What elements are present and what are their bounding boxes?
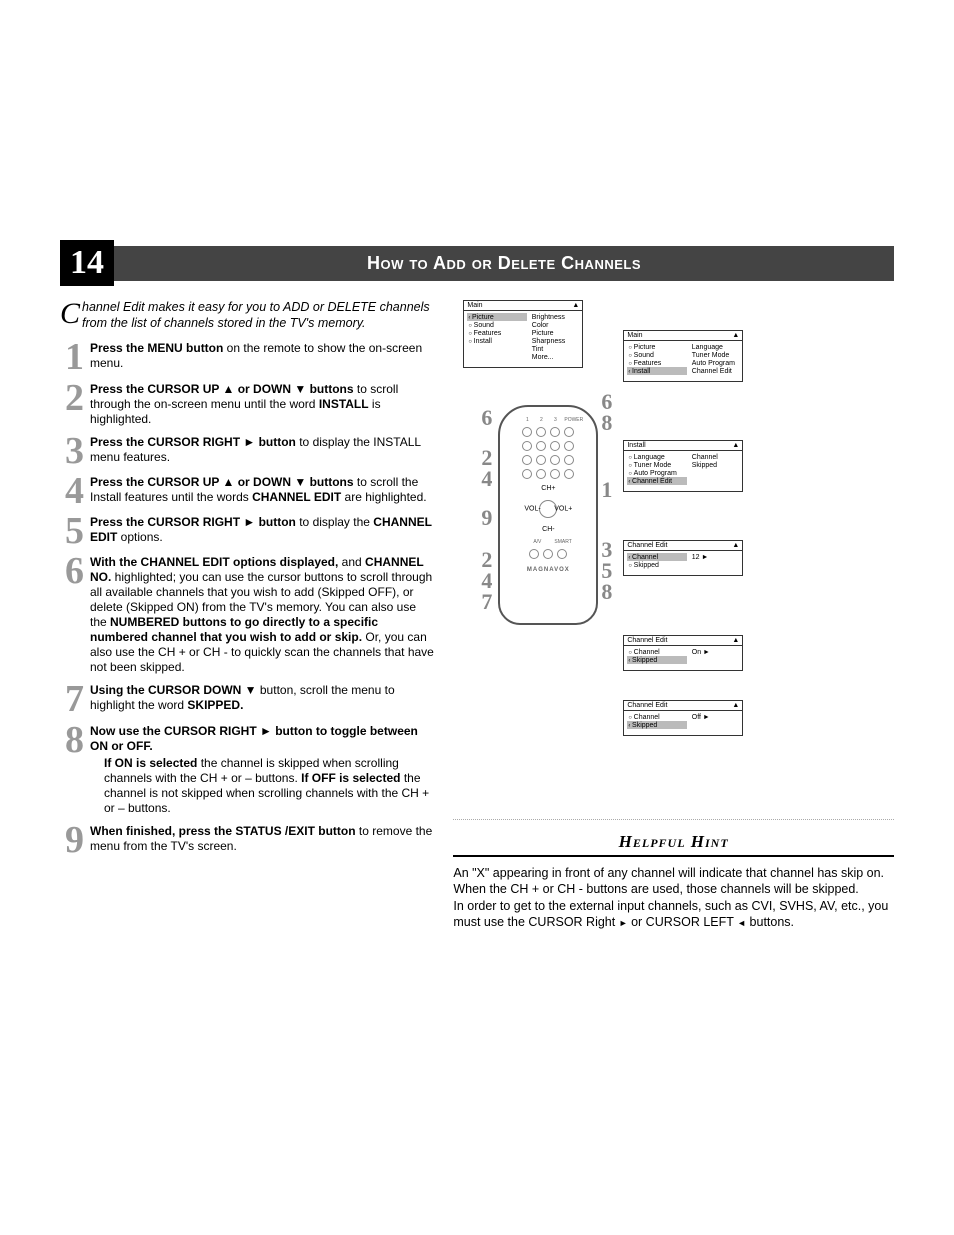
step-body: Press the CURSOR RIGHT ► button to displ… [90, 435, 435, 467]
header-row: 14 How to Add or Delete Channels [60, 240, 894, 286]
callout: 1 [601, 480, 612, 501]
header-title: How to Add or Delete Channels [114, 246, 894, 281]
step-9: 9 When finished, press the STATUS /EXIT … [60, 824, 435, 856]
step-number: 6 [60, 555, 84, 675]
remote-label: SMART [554, 539, 564, 545]
step-number: 8 [60, 724, 84, 816]
step-body: Press the MENU button on the remote to s… [90, 341, 435, 373]
osd-main-install: Main▲PictureSoundFeaturesInstallLanguage… [623, 330, 743, 340]
step-number: 3 [60, 435, 84, 467]
step-body: When finished, press the STATUS /EXIT bu… [90, 824, 435, 856]
hint-paragraph: An "X" appearing in front of any channel… [453, 865, 894, 898]
hint-paragraph: In order to get to the external input ch… [453, 898, 894, 931]
osd-main-picture: Main▲PictureSoundFeaturesInstallBrightne… [463, 300, 583, 310]
remote-label: A/V [532, 539, 542, 545]
intro-paragraph: Channel Edit makes it easy for you to AD… [60, 300, 435, 331]
page-number: 14 [60, 240, 114, 286]
step-body: Now use the CURSOR RIGHT ► button to tog… [90, 724, 435, 816]
step-number: 7 [60, 683, 84, 715]
dpad-right: VOL+ [554, 506, 572, 513]
hint-rule [453, 855, 894, 857]
step-body: Press the CURSOR UP ▲ or DOWN ▼ buttons … [90, 475, 435, 507]
step-2: 2 Press the CURSOR UP ▲ or DOWN ▼ button… [60, 382, 435, 427]
columns: Channel Edit makes it easy for you to AD… [60, 300, 894, 930]
drop-cap: C [60, 302, 80, 326]
right-column: Main▲PictureSoundFeaturesInstallBrightne… [453, 300, 894, 930]
dpad-down: CH- [542, 526, 554, 533]
remote-label: 1 [522, 417, 532, 423]
arrow-right-icon [619, 915, 628, 929]
step-number: 4 [60, 475, 84, 507]
step-5: 5 Press the CURSOR RIGHT ► button to dis… [60, 515, 435, 547]
remote-brand: MAGNAVOX [500, 567, 596, 573]
dpad-up: CH+ [541, 485, 555, 492]
remote-label: POWER [564, 417, 574, 423]
osd-channeledit-channel: Channel Edit▲ChannelSkipped12 ► ▼ [623, 540, 743, 550]
callout: 6 8 [601, 392, 612, 434]
step-7: 7 Using the CURSOR DOWN ▼ button, scroll… [60, 683, 435, 715]
remote-control: 1 2 3 POWER CH+ CH- VOL- VOL+ [498, 405, 598, 625]
step-3: 3 Press the CURSOR RIGHT ► button to dis… [60, 435, 435, 467]
step-4: 4 Press the CURSOR UP ▲ or DOWN ▼ button… [60, 475, 435, 507]
step-6: 6 With the CHANNEL EDIT options displaye… [60, 555, 435, 675]
step-number: 9 [60, 824, 84, 856]
osd-channeledit-skipped-on: Channel Edit▲ChannelSkippedOn ► [623, 635, 743, 645]
dpad-left: VOL- [524, 506, 540, 513]
step-number: 1 [60, 341, 84, 373]
remote-dpad: CH+ CH- VOL- VOL+ [524, 485, 572, 533]
hint-title: Helpful Hint [453, 832, 894, 852]
callout: 2 4 [481, 448, 492, 490]
callout: 6 [481, 408, 492, 429]
step-number: 5 [60, 515, 84, 547]
arrow-left-icon [737, 915, 746, 929]
step-number: 2 [60, 382, 84, 427]
diagram-area: Main▲PictureSoundFeaturesInstallBrightne… [453, 300, 894, 820]
step-body: With the CHANNEL EDIT options displayed,… [90, 555, 435, 675]
step-8: 8 Now use the CURSOR RIGHT ► button to t… [60, 724, 435, 816]
remote-label: 3 [550, 417, 560, 423]
callout: 2 4 7 [481, 550, 492, 613]
callout: 3 5 8 [601, 540, 612, 603]
osd-channeledit-skipped-off: Channel Edit▲ChannelSkippedOff ► ▼ [623, 700, 743, 710]
page: 14 How to Add or Delete Channels Channel… [60, 240, 894, 930]
step-body: Press the CURSOR UP ▲ or DOWN ▼ buttons … [90, 382, 435, 427]
osd-install-channeledit: Install▲LanguageTuner ModeAuto ProgramCh… [623, 440, 743, 450]
helpful-hint: Helpful Hint An "X" appearing in front o… [453, 832, 894, 930]
callout: 9 [481, 508, 492, 529]
remote-label: 2 [536, 417, 546, 423]
step-1: 1 Press the MENU button on the remote to… [60, 341, 435, 373]
step-body: Press the CURSOR RIGHT ► button to displ… [90, 515, 435, 547]
step-body: Using the CURSOR DOWN ▼ button, scroll t… [90, 683, 435, 715]
left-column: Channel Edit makes it easy for you to AD… [60, 300, 435, 930]
